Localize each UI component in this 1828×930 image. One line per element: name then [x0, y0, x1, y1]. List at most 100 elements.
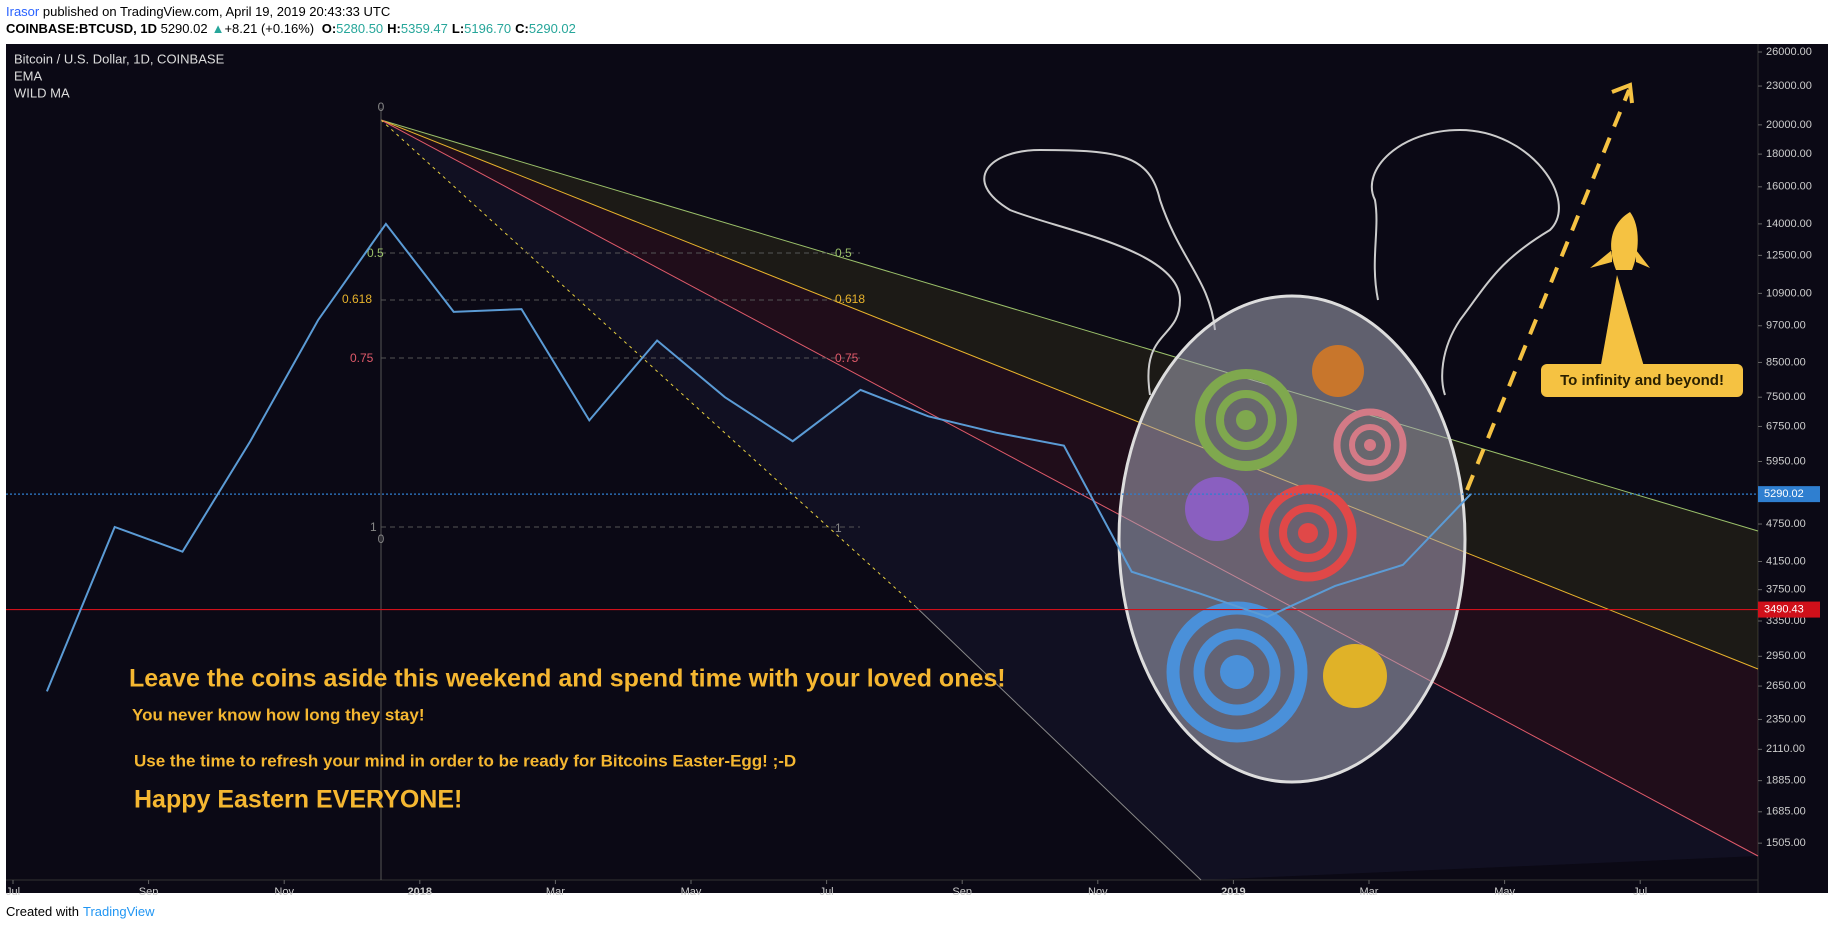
chart-title: Bitcoin / U.S. Dollar, 1D, COINBASE — [14, 51, 225, 66]
target — [1166, 601, 1308, 743]
y-tick-label: 3750.00 — [1766, 584, 1806, 596]
x-tick-label: May — [1494, 886, 1515, 895]
fan-line — [380, 119, 1759, 670]
fib-label: 0 — [378, 532, 385, 546]
x-tick-label: 2018 — [408, 886, 432, 895]
fib-label: 0.75 — [350, 351, 374, 365]
x-tick-label: 2019 — [1221, 886, 1245, 895]
y-tick-label: 2950.00 — [1766, 650, 1806, 662]
x-tick-label: Nov — [274, 886, 294, 895]
y-tick-label: 26000.00 — [1766, 46, 1812, 58]
annotation: Use the time to refresh your mind in ord… — [134, 751, 796, 770]
fan-line — [380, 119, 1759, 857]
x-tick-label: Jul — [6, 886, 20, 895]
callout — [1541, 364, 1743, 397]
x-tick-label: Jul — [1633, 886, 1647, 895]
rocket — [1590, 212, 1650, 270]
ear — [983, 148, 1216, 396]
annotation: You never know how long they stay! — [132, 705, 425, 724]
target — [1259, 484, 1357, 582]
y-tick-label: 1505.00 — [1766, 837, 1806, 849]
fan-line — [380, 119, 916, 607]
y-tick-label: 20000.00 — [1766, 119, 1812, 131]
y-tick-label: 2350.00 — [1766, 713, 1806, 725]
chart-bg — [6, 44, 1828, 893]
change: +8.21 (+0.16%) — [224, 21, 315, 36]
fan-line — [914, 605, 1202, 881]
y-tick-label: 23000.00 — [1766, 80, 1812, 92]
y-tick-label: 9700.00 — [1766, 320, 1806, 332]
x-tick-label: Nov — [1088, 886, 1108, 895]
y-tick-label: 1685.00 — [1766, 806, 1806, 818]
indicator: EMA — [14, 68, 43, 83]
last: 5290.02 — [160, 21, 208, 36]
x-tick-label: Mar — [546, 886, 565, 895]
target — [1333, 408, 1407, 482]
price-tag-label: 5290.02 — [1764, 488, 1804, 500]
indicator: WILD MA — [14, 85, 70, 100]
y-tick-label: 7500.00 — [1766, 391, 1806, 403]
fib-labels: 0 0 0.5 0.618 0.75 1 0.5 0.618 0.75 1 — [342, 100, 865, 546]
ear — [1370, 128, 1560, 396]
fib-label: 0.618 — [342, 292, 372, 306]
publish-line: Irasor published on TradingView.com, Apr… — [6, 4, 394, 19]
fib-label: 1 — [835, 521, 842, 535]
price-line-series — [45, 222, 1472, 692]
x-tick-label: May — [681, 886, 702, 895]
y-tick-label: 16000.00 — [1766, 181, 1812, 193]
o-value: 5280.50 — [336, 21, 384, 36]
easter-egg — [983, 128, 1560, 784]
y-tick-label: 5950.00 — [1766, 455, 1806, 467]
h-value: 5359.47 — [400, 21, 448, 36]
created: Created with — [6, 904, 79, 919]
symbol — [1185, 477, 1249, 541]
fib-label: 0.5 — [367, 246, 384, 260]
y-tick-label: 14000.00 — [1766, 218, 1812, 230]
fib-label: 1 — [370, 520, 377, 534]
symbol: COINBASE:BTCUSD, 1D — [6, 21, 157, 36]
symbol — [1323, 644, 1387, 708]
fan-line — [380, 119, 1759, 532]
fib-label: 0.75 — [835, 351, 859, 365]
callout-text: To infinity and beyond! — [1560, 372, 1724, 389]
price-tag-label: 3490.43 — [1764, 603, 1804, 615]
published: published on TradingView.com, April 19, … — [42, 4, 391, 19]
y-tick-label: 8500.00 — [1766, 356, 1806, 368]
fib-label: 0.618 — [835, 292, 865, 306]
forecast-arrow — [1465, 89, 1631, 491]
footer: Created with TradingView — [6, 904, 159, 919]
annotation: Leave the coins aside this weekend and s… — [129, 665, 1006, 693]
message: Leave the coins aside this weekend and s… — [129, 665, 1006, 814]
price-tag — [1758, 486, 1820, 503]
symbol — [1312, 345, 1364, 397]
author[interactable]: Irasor — [6, 4, 40, 19]
y-tick-label: 4750.00 — [1766, 518, 1806, 530]
annotation: Happy Eastern EVERYONE! — [134, 786, 462, 814]
l-value: 5196.70 — [464, 21, 512, 36]
c-value: 5290.02 — [528, 21, 576, 36]
ticker-line: COINBASE:BTCUSD, 1D 5290.02 ▲+8.21 (+0.16… — [6, 21, 580, 36]
h-label: H: — [387, 21, 401, 36]
fib-label: 0.5 — [835, 246, 852, 260]
x-tick-label: Jul — [820, 886, 834, 895]
y-tick-label: 3350.00 — [1766, 615, 1806, 627]
target — [1195, 369, 1297, 471]
y-tick-label: 10900.00 — [1766, 287, 1812, 299]
chart: 0 0 0.5 0.618 0.75 1 0.5 0.618 0.75 1 To… — [6, 44, 1828, 895]
callout-pointer — [1600, 275, 1645, 370]
fib-label: 0 — [378, 100, 385, 114]
arrow: ▲ — [211, 21, 225, 36]
brand[interactable]: TradingView — [82, 904, 155, 919]
y-tick-label: 12500.00 — [1766, 249, 1812, 261]
y-tick-label: 2650.00 — [1766, 680, 1806, 692]
l-label: L: — [451, 21, 465, 36]
arrow-head — [1611, 82, 1634, 104]
c-label: C: — [515, 21, 529, 36]
y-tick-label: 6750.00 — [1766, 420, 1806, 432]
y-tick-label: 1885.00 — [1766, 775, 1806, 787]
o-label: O: — [321, 21, 337, 36]
x-tick-label: Sep — [952, 886, 972, 895]
y-tick-label: 2110.00 — [1766, 743, 1805, 755]
x-tick-label: Sep — [139, 886, 159, 895]
